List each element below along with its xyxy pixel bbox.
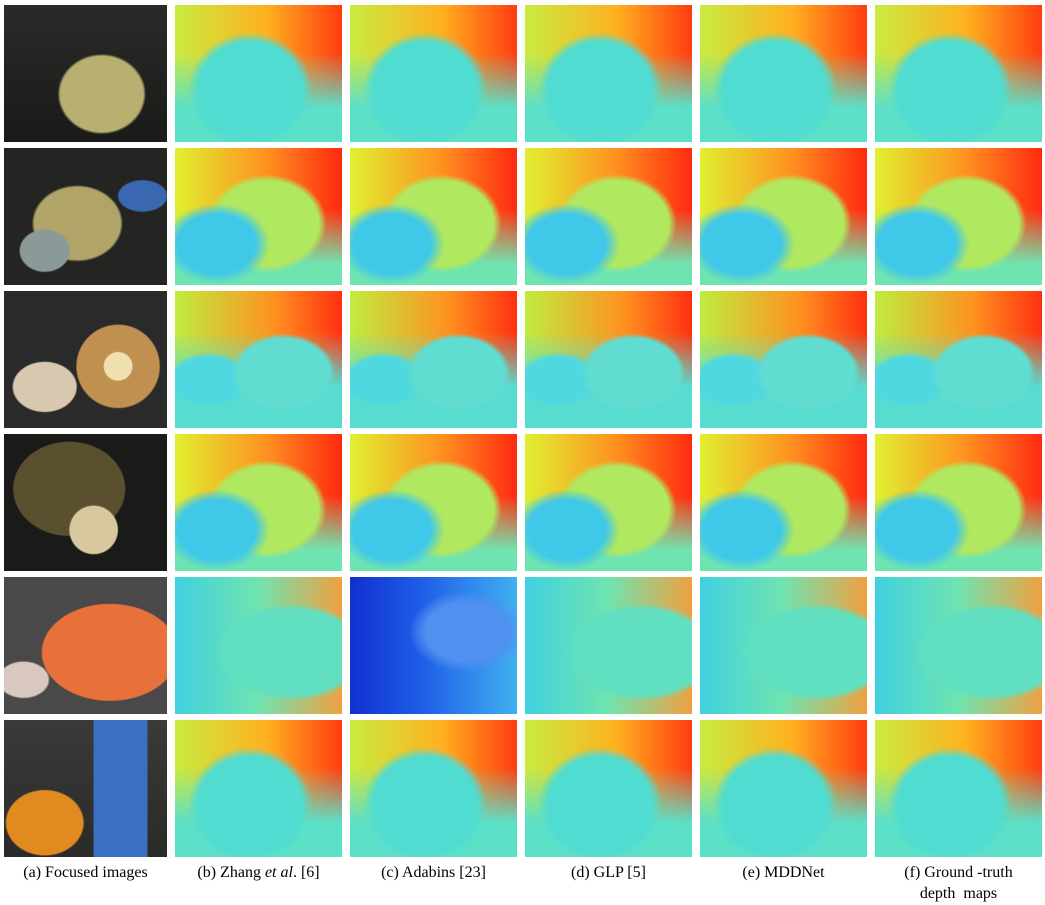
depth-map (525, 577, 692, 714)
depth-map (875, 5, 1042, 142)
depth-map (175, 577, 342, 714)
photo (4, 291, 167, 428)
depth-map (350, 291, 517, 428)
caption-text: (e) MDDNet (742, 864, 824, 881)
caption: (c) Adabins [23] (350, 862, 517, 904)
caption: (b) Zhang et al. [6] (175, 862, 342, 904)
caption-text: depth maps (920, 885, 997, 902)
image-grid (4, 5, 1042, 857)
depth-map (875, 291, 1042, 428)
depth-map (700, 5, 867, 142)
figure: (a) Focused images (b) Zhang et al. [6] (c… (0, 0, 1045, 905)
depth-map (350, 720, 517, 857)
depth-map (350, 434, 517, 571)
depth-map (350, 5, 517, 142)
photo (4, 434, 167, 571)
depth-map (525, 5, 692, 142)
depth-map (875, 434, 1042, 571)
depth-map (875, 148, 1042, 285)
caption-text: (a) Focused images (23, 864, 147, 881)
depth-map (700, 577, 867, 714)
caption-text: (b) Zhang (197, 864, 265, 881)
caption: (f) Ground -truth depth maps (875, 862, 1042, 904)
photo (4, 577, 167, 714)
depth-map (175, 720, 342, 857)
depth-map (175, 148, 342, 285)
caption: (d) GLP [5] (525, 862, 692, 904)
depth-map (700, 720, 867, 857)
depth-map (350, 577, 517, 714)
caption: (a) Focused images (4, 862, 167, 904)
caption-text: (d) GLP [5] (571, 864, 646, 881)
caption-text: et al (265, 864, 293, 881)
caption-text: (c) Adabins [23] (381, 864, 486, 881)
depth-map (525, 148, 692, 285)
depth-map (700, 148, 867, 285)
depth-map (525, 434, 692, 571)
depth-map (525, 720, 692, 857)
captions: (a) Focused images (b) Zhang et al. [6] (c… (4, 862, 1042, 904)
caption: (e) MDDNet (700, 862, 867, 904)
caption-text: . [6] (293, 864, 320, 881)
depth-map (525, 291, 692, 428)
photo (4, 148, 167, 285)
photo (4, 5, 167, 142)
depth-map (175, 291, 342, 428)
photo (4, 720, 167, 857)
depth-map (175, 434, 342, 571)
caption-text: (f) Ground -truth (904, 864, 1012, 881)
depth-map (350, 148, 517, 285)
depth-map (700, 434, 867, 571)
depth-map (875, 720, 1042, 857)
depth-map (700, 291, 867, 428)
depth-map (175, 5, 342, 142)
depth-map (875, 577, 1042, 714)
